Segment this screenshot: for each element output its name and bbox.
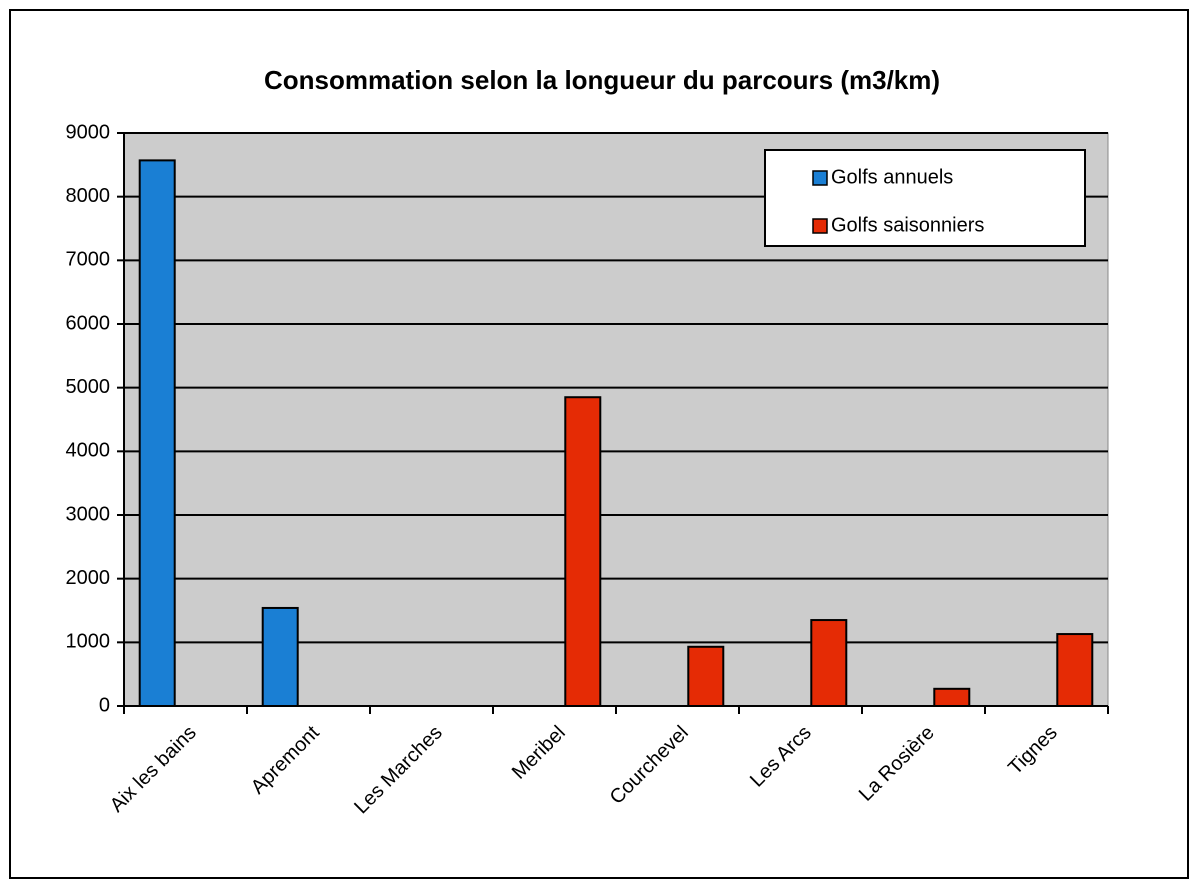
bar — [933, 687, 971, 707]
y-tick-label: 6000 — [66, 312, 111, 334]
y-tick-label: 0 — [99, 694, 110, 716]
bar — [687, 645, 725, 707]
y-tick-label: 1000 — [66, 631, 111, 653]
legend-swatch — [812, 218, 828, 234]
legend-swatch — [812, 170, 828, 186]
y-tick-label: 5000 — [66, 376, 111, 398]
bar — [1056, 633, 1094, 707]
legend-label: Golfs saisonniers — [831, 214, 984, 236]
legend-label: Golfs annuels — [831, 166, 953, 188]
bar — [564, 396, 602, 707]
bar — [261, 606, 299, 707]
bar — [810, 619, 848, 707]
y-tick-label: 9000 — [66, 121, 111, 143]
chart-title: Consommation selon la longueur du parcou… — [264, 65, 940, 95]
y-tick-label: 8000 — [66, 185, 111, 207]
y-tick-label: 7000 — [66, 249, 111, 271]
y-tick-label: 2000 — [66, 567, 111, 589]
y-tick-label: 3000 — [66, 503, 111, 525]
y-tick-label: 4000 — [66, 440, 111, 462]
bar — [138, 159, 176, 708]
